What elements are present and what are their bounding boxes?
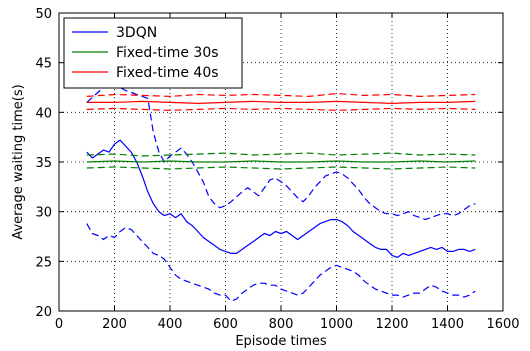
- legend-label: Fixed-time 30s: [116, 45, 219, 61]
- x-tick-label: 1400: [431, 317, 464, 332]
- legend-label: 3DQN: [116, 25, 157, 41]
- y-tick-label: 45: [35, 57, 52, 72]
- x-tick-label: 1000: [320, 317, 353, 332]
- x-tick-label: 0: [55, 317, 63, 332]
- series-line-bound: [86, 107, 476, 111]
- series-line-bound: [86, 166, 476, 170]
- series-group: [86, 81, 476, 302]
- series-line-bound: [86, 223, 476, 302]
- x-tick-label: 400: [158, 317, 183, 332]
- series-line: [86, 139, 476, 258]
- x-axis-title: Episode times: [235, 334, 327, 349]
- x-tick-label: 1200: [375, 317, 408, 332]
- legend-box: [63, 17, 243, 89]
- x-tick-label: 600: [213, 317, 238, 332]
- series-line-bound: [86, 152, 476, 157]
- y-tick-label: 20: [35, 305, 52, 320]
- y-axis-title: Average waiting time(s): [11, 84, 26, 239]
- y-tick-label: 25: [35, 255, 52, 270]
- series-line: [86, 160, 476, 163]
- series-line: [86, 100, 476, 105]
- x-tick-label: 800: [269, 317, 294, 332]
- y-tick-label: 30: [35, 206, 52, 221]
- axis-ticks: 0 200 400 600 800 1000 1200 1400 1600 20 25 30 35 40 4…: [35, 7, 519, 332]
- y-tick-label: 50: [35, 7, 52, 22]
- x-tick-label: 1600: [486, 317, 519, 332]
- series-line-bound: [86, 92, 476, 98]
- y-tick-label: 35: [35, 156, 52, 171]
- x-tick-label: 200: [102, 317, 127, 332]
- y-tick-label: 40: [35, 106, 52, 121]
- series-line-bound: [86, 81, 476, 221]
- legend-label: Fixed-time 40s: [116, 65, 219, 81]
- legend: 3DQN Fixed-time 30s Fixed-time 40s: [63, 17, 243, 89]
